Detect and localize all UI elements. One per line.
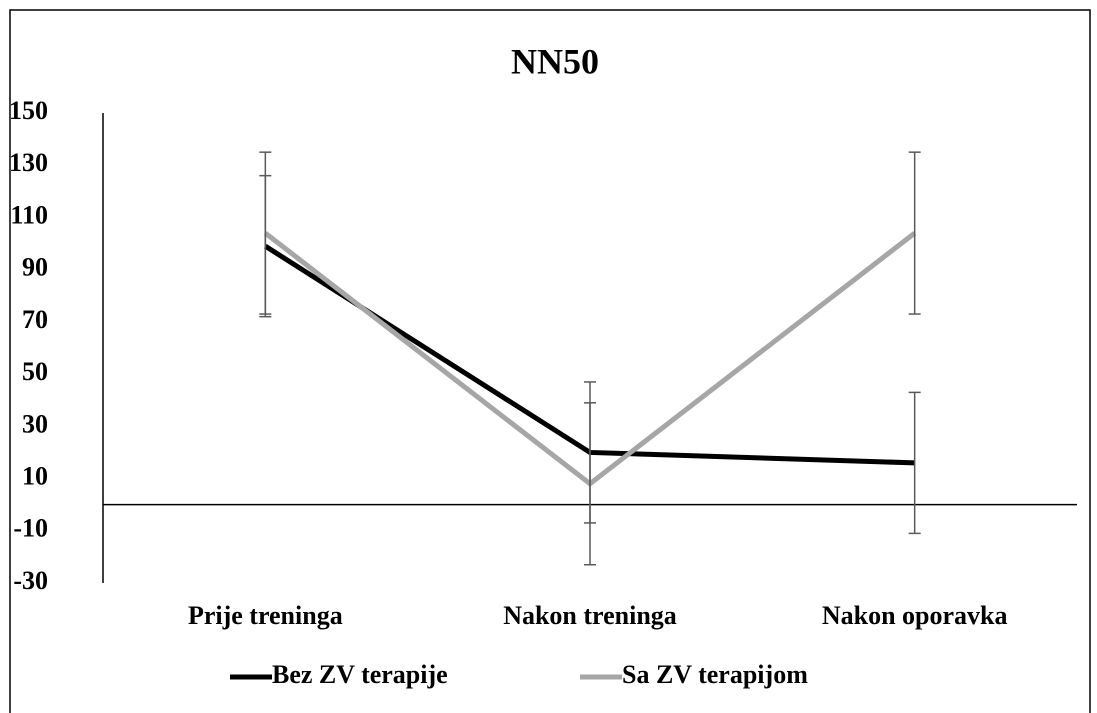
y-tick-label: 130: [9, 148, 48, 177]
chart-title: NN50: [511, 41, 599, 81]
x-tick-label: Nakon oporavka: [822, 601, 1008, 630]
y-tick-label: 50: [22, 357, 48, 386]
y-tick-label: -30: [13, 566, 48, 595]
y-tick-label: 110: [10, 200, 48, 229]
y-tick-label: 150: [9, 96, 48, 125]
y-tick-label: 70: [22, 305, 48, 334]
x-tick-label: Prije treninga: [188, 601, 343, 630]
chart-border: [9, 9, 1091, 713]
y-tick-label: 90: [22, 253, 48, 282]
error-bar: [584, 402, 596, 566]
y-tick-label: -10: [13, 514, 48, 543]
y-tick-label: 10: [22, 462, 48, 491]
error-bar: [259, 151, 272, 315]
x-tick-label: Nakon treninga: [503, 601, 677, 630]
y-tick-label: 30: [22, 409, 48, 438]
error-bar: [908, 391, 921, 535]
error-bar: [908, 151, 921, 315]
legend-label: Bez ZV terapije: [272, 660, 448, 689]
legend-label: Sa ZV terapijom: [622, 660, 808, 689]
